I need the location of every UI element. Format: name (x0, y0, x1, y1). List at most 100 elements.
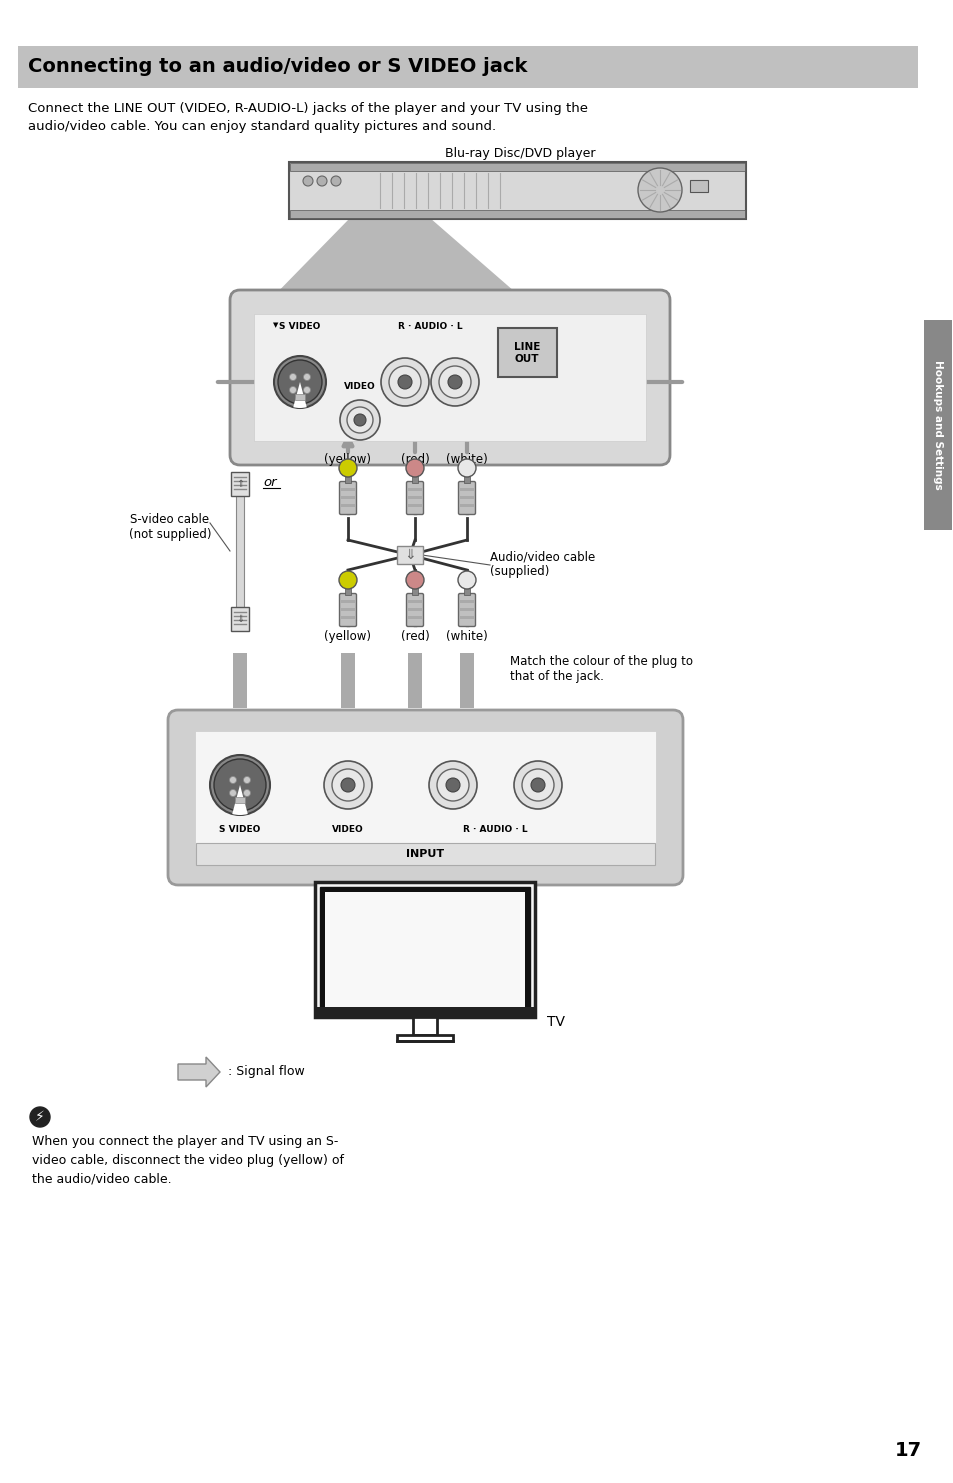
Bar (314, 1007, 535, 1017)
FancyBboxPatch shape (406, 482, 423, 515)
Bar (408, 653, 421, 707)
Text: VIDEO: VIDEO (332, 825, 363, 833)
Circle shape (431, 357, 478, 406)
Bar (459, 488, 474, 491)
FancyBboxPatch shape (289, 162, 745, 219)
Text: ⇓: ⇓ (235, 614, 244, 624)
Bar (408, 615, 421, 618)
Circle shape (303, 374, 310, 381)
FancyBboxPatch shape (18, 46, 917, 87)
Bar (234, 796, 245, 802)
Circle shape (521, 770, 554, 801)
FancyBboxPatch shape (231, 607, 249, 630)
Polygon shape (265, 218, 530, 305)
Circle shape (303, 176, 313, 185)
Circle shape (289, 387, 296, 393)
Text: (yellow): (yellow) (324, 630, 371, 644)
Circle shape (243, 777, 251, 783)
Bar (413, 1017, 436, 1035)
Circle shape (324, 761, 372, 810)
Circle shape (340, 779, 355, 792)
Text: R · AUDIO · L: R · AUDIO · L (462, 825, 527, 833)
Bar (319, 887, 530, 1011)
Circle shape (638, 168, 681, 212)
Circle shape (289, 374, 296, 381)
Text: Connecting to an audio/video or S VIDEO jack: Connecting to an audio/video or S VIDEO … (28, 58, 527, 77)
Bar (408, 608, 421, 611)
Bar (463, 587, 470, 595)
Bar (345, 475, 351, 483)
Text: or: or (263, 476, 276, 489)
Text: R · AUDIO · L: R · AUDIO · L (397, 322, 462, 331)
Bar (235, 495, 244, 608)
Polygon shape (455, 712, 478, 724)
Circle shape (406, 571, 423, 589)
Circle shape (457, 571, 476, 589)
Text: VIDEO: VIDEO (344, 383, 375, 392)
Wedge shape (232, 785, 248, 816)
FancyBboxPatch shape (497, 328, 557, 377)
FancyBboxPatch shape (458, 593, 475, 626)
Circle shape (332, 770, 364, 801)
FancyBboxPatch shape (406, 593, 423, 626)
FancyBboxPatch shape (230, 291, 669, 466)
Bar (408, 495, 421, 498)
Bar (294, 394, 305, 400)
Circle shape (331, 176, 340, 185)
Circle shape (397, 375, 412, 389)
Bar (459, 615, 474, 618)
Bar (689, 179, 707, 191)
Text: (white): (white) (446, 630, 487, 644)
Bar (195, 842, 655, 865)
Text: TV: TV (546, 1014, 564, 1029)
Bar (412, 475, 417, 483)
Circle shape (339, 400, 379, 440)
Bar (345, 587, 351, 595)
Bar (314, 882, 535, 1017)
Text: When you connect the player and TV using an S-
video cable, disconnect the video: When you connect the player and TV using… (32, 1134, 344, 1186)
FancyBboxPatch shape (231, 472, 249, 495)
Circle shape (30, 1106, 50, 1127)
Circle shape (213, 759, 266, 811)
Bar (340, 615, 355, 618)
Circle shape (230, 777, 236, 783)
Polygon shape (228, 712, 252, 724)
Bar (340, 495, 355, 498)
Circle shape (446, 779, 459, 792)
Bar (459, 653, 474, 707)
Text: ⇑: ⇑ (235, 479, 244, 489)
Polygon shape (178, 1057, 220, 1087)
Bar (340, 488, 355, 491)
Bar (290, 211, 744, 218)
Text: (red): (red) (400, 452, 429, 466)
FancyBboxPatch shape (396, 546, 422, 564)
Bar (408, 601, 421, 604)
Bar (459, 601, 474, 604)
FancyBboxPatch shape (253, 314, 645, 440)
Text: Audio/video cable
(supplied): Audio/video cable (supplied) (490, 550, 595, 578)
Bar (396, 1035, 453, 1041)
Circle shape (389, 366, 420, 397)
Circle shape (438, 366, 471, 397)
Text: S VIDEO: S VIDEO (279, 322, 320, 331)
FancyBboxPatch shape (194, 731, 656, 848)
FancyBboxPatch shape (458, 482, 475, 515)
Circle shape (230, 789, 236, 796)
Text: (white): (white) (446, 452, 487, 466)
FancyBboxPatch shape (168, 710, 682, 885)
Text: ⇓: ⇓ (404, 549, 416, 562)
Text: INPUT: INPUT (406, 848, 444, 859)
Circle shape (354, 414, 366, 426)
Bar (459, 495, 474, 498)
Circle shape (406, 460, 423, 478)
Circle shape (303, 387, 310, 393)
Circle shape (380, 357, 429, 406)
Bar (463, 475, 470, 483)
Polygon shape (188, 873, 662, 876)
Circle shape (277, 360, 322, 403)
Bar (325, 891, 524, 1007)
Bar (408, 504, 421, 507)
Text: Match the colour of the plug to
that of the jack.: Match the colour of the plug to that of … (510, 655, 692, 684)
Text: Hookups and Settings: Hookups and Settings (932, 360, 942, 489)
Text: (red): (red) (400, 630, 429, 644)
